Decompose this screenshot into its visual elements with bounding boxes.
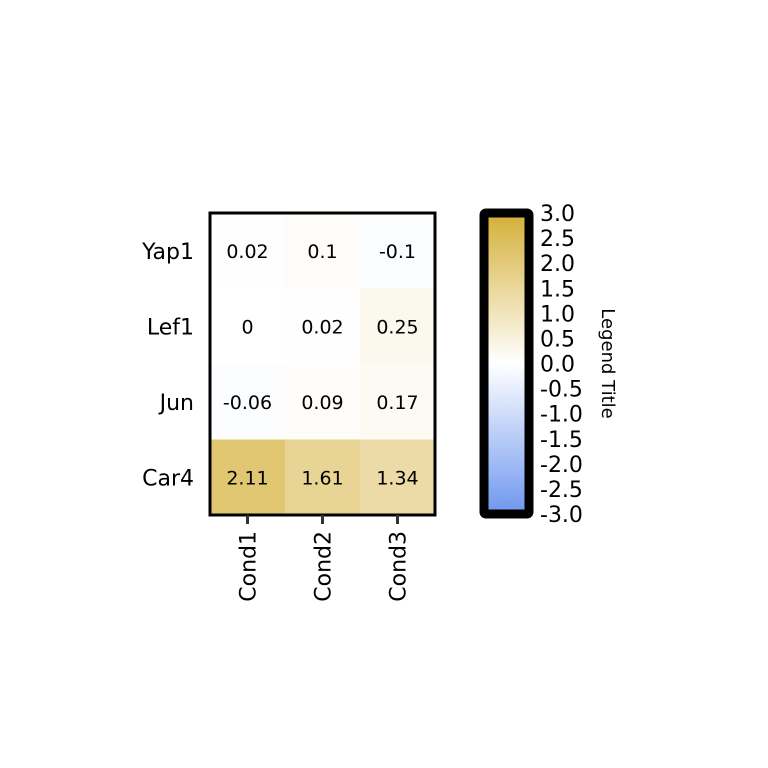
legend-tick-label: -1.0 xyxy=(540,403,583,428)
legend-color-bar xyxy=(479,208,534,519)
legend-tick-label: -2.5 xyxy=(540,478,583,503)
cell-value-label: 0.02 xyxy=(226,241,268,263)
legend-tick-label: 1.0 xyxy=(540,302,575,327)
cell-value-label: 0.1 xyxy=(307,241,337,263)
heatmap-cell xyxy=(210,288,285,364)
cell-value-label: 1.34 xyxy=(376,467,418,489)
row-label: Jun xyxy=(158,391,194,416)
cell-value-label: -0.1 xyxy=(379,241,416,263)
cell-value-label: 1.61 xyxy=(301,467,343,489)
heatmap-cell xyxy=(360,439,435,515)
cell-value-label: 0.25 xyxy=(376,316,418,338)
cell-value-label: 0.09 xyxy=(301,392,343,414)
legend-tick-label: 0.0 xyxy=(540,353,575,378)
row-label: Car4 xyxy=(142,466,194,491)
row-label: Yap1 xyxy=(141,240,194,265)
legend-tick-label: 3.0 xyxy=(540,202,575,227)
heatmap-cell xyxy=(285,288,360,364)
heatmap-cell xyxy=(210,439,285,515)
legend-tick-labels: 3.02.52.01.51.00.50.0-0.5-1.0-1.5-2.0-2.… xyxy=(540,202,583,528)
heatmap-cell xyxy=(360,288,435,364)
heatmap-cell xyxy=(285,364,360,440)
cell-value-label: 0 xyxy=(241,316,253,338)
column-label: Cond3 xyxy=(387,531,412,602)
legend-tick-label: -1.5 xyxy=(540,428,583,453)
cell-value-label: 0.02 xyxy=(301,316,343,338)
cell-value-label: -0.06 xyxy=(223,392,272,414)
legend-tick-label: -3.0 xyxy=(540,503,583,528)
legend-tick-label: -2.0 xyxy=(540,453,583,478)
column-axis: Cond1 Cond2 Cond3 xyxy=(237,515,412,602)
legend-tick-label: 2.0 xyxy=(540,252,575,277)
heatmap-cells xyxy=(210,213,435,515)
column-label: Cond1 xyxy=(237,531,262,602)
row-label: Lef1 xyxy=(147,315,194,340)
heatmap-cell xyxy=(285,439,360,515)
heatmap-cell xyxy=(210,364,285,440)
legend-tick-label: 1.5 xyxy=(540,277,575,302)
column-label: Cond2 xyxy=(312,531,337,602)
cell-value-labels: 0.02 0.1 -0.1 0 0.02 0.25 -0.06 0.09 0.17 2.11 1.6… xyxy=(223,241,419,490)
legend-tick-label: 2.5 xyxy=(540,227,575,252)
color-legend: 3.02.52.01.51.00.50.0-0.5-1.0-1.5-2.0-2.… xyxy=(479,202,618,528)
heatmap-cell xyxy=(360,213,435,289)
legend-title: Legend Title xyxy=(597,308,618,418)
heatmap-cell xyxy=(360,364,435,440)
cell-value-label: 2.11 xyxy=(226,467,268,489)
heatmap-cell xyxy=(285,213,360,289)
legend-tick-label: -0.5 xyxy=(540,378,583,403)
heatmap-cell xyxy=(210,213,285,289)
legend-tick-label: 0.5 xyxy=(540,327,575,352)
row-labels: Yap1 Lef1 Jun Car4 xyxy=(141,240,194,492)
cell-value-label: 0.17 xyxy=(376,392,418,414)
